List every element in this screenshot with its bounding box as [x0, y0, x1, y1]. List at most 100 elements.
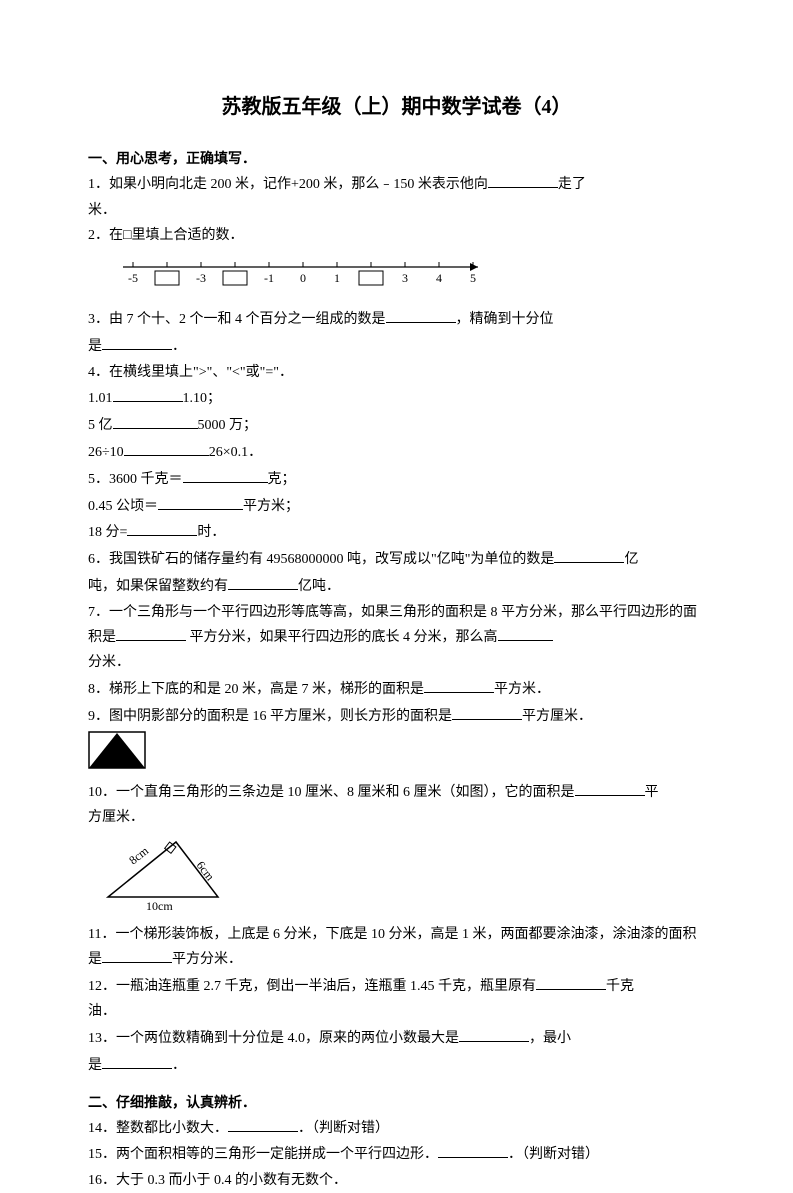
q14: 14．整数都比小数大． ．（判断对错） [88, 1116, 705, 1141]
q12: 12．一瓶油连瓶重 2.7 千克，倒出一半油后，连瓶重 1.45 千克，瓶里原有… [88, 974, 705, 999]
q7-cont: 分米． [88, 651, 705, 675]
q4-l3-a: 26÷10 [88, 445, 124, 460]
q10: 10．一个直角三角形的三条边是 10 厘米、8 厘米和 6 厘米（如图），它的面… [88, 780, 705, 805]
q4-l2-a: 5 亿 [88, 418, 113, 433]
q13-blank2[interactable] [102, 1053, 172, 1069]
q5-l3: 18 分= 时． [88, 520, 705, 545]
q1-text-c: 米． [88, 203, 116, 218]
q1-blank1[interactable] [488, 172, 558, 188]
section2-header: 二、仔细推敲，认真辨析． [88, 1092, 705, 1116]
q13-blank1[interactable] [459, 1026, 529, 1042]
q10-text-c: 方厘米． [88, 810, 144, 825]
q9: 9．图中阴影部分的面积是 16 平方厘米，则长方形的面积是 平方厘米． [88, 704, 705, 729]
q3-blank1[interactable] [386, 307, 456, 323]
q5-text-b: 克； [268, 472, 296, 487]
q5-l3-b: 时． [197, 525, 225, 540]
q7-blank2[interactable] [498, 625, 553, 641]
q10-figure: 8cm 6cm 10cm [98, 832, 705, 921]
q3-blank2[interactable] [102, 334, 172, 350]
q15: 15．两个面积相等的三角形一定能拼成一个平行四边形． ．（判断对错） [88, 1142, 705, 1167]
q10-cont: 方厘米． [88, 806, 705, 830]
q12-text-a: 12．一瓶油连瓶重 2.7 千克，倒出一半油后，连瓶重 1.45 千克，瓶里原有 [88, 979, 536, 994]
q13-text-a: 13．一个两位数精确到十分位是 4.0，原来的两位小数最大是 [88, 1031, 459, 1046]
q13: 13．一个两位数精确到十分位是 4.0，原来的两位小数最大是 ，最小 [88, 1026, 705, 1051]
q8-text-b: 平方米． [494, 682, 550, 697]
q7-text-b: 平方分米，如果平行四边形的底长 4 分米，那么高 [186, 630, 498, 645]
q8-text-a: 8．梯形上下底的和是 20 米，高是 7 米，梯形的面积是 [88, 682, 424, 697]
svg-text:4: 4 [436, 271, 442, 285]
q5-blank1[interactable] [183, 467, 268, 483]
q10-text-b: 平 [645, 785, 659, 800]
q7-text-c: 分米． [88, 655, 130, 670]
q6-blank1[interactable] [554, 547, 624, 563]
q4: 4．在横线里填上">"、"<"或"="． [88, 361, 705, 385]
q6-blank2[interactable] [228, 574, 298, 590]
q9-text-a: 9．图中阴影部分的面积是 16 平方厘米，则长方形的面积是 [88, 709, 452, 724]
q3-text-d: ． [172, 339, 186, 354]
svg-text:0: 0 [300, 271, 306, 285]
q5: 5．3600 千克＝ 克； [88, 467, 705, 492]
q1-text-a: 1．如果小明向北走 200 米，记作+200 米，那么﹣150 米表示他向 [88, 177, 488, 192]
q4-l2-blank[interactable] [113, 413, 198, 429]
number-line: -5 -3 -1 0 1 3 4 5 [118, 252, 705, 301]
q4-l3-blank[interactable] [124, 440, 209, 456]
svg-text:-1: -1 [264, 271, 274, 285]
q5-l3-a: 18 分= [88, 525, 127, 540]
q14-text-a: 14．整数都比小数大． [88, 1121, 228, 1136]
q12-text-c: 油． [88, 1004, 116, 1019]
svg-text:6cm: 6cm [194, 859, 218, 884]
q8-blank[interactable] [424, 677, 494, 693]
q9-text-b: 平方厘米． [522, 709, 592, 724]
q6-text-b: 亿 [624, 552, 638, 567]
q15-text-a: 15．两个面积相等的三角形一定能拼成一个平行四边形． [88, 1147, 438, 1162]
svg-text:8cm: 8cm [126, 843, 151, 867]
q5-l2-a: 0.45 公顷＝ [88, 499, 158, 514]
q5-text-a: 5．3600 千克＝ [88, 472, 183, 487]
q12-blank[interactable] [536, 974, 606, 990]
q6-text-c: 吨，如果保留整数约有 [88, 579, 228, 594]
q4-l1-blank[interactable] [113, 386, 183, 402]
q9-figure [88, 731, 705, 778]
q6-text-a: 6．我国铁矿石的储存量约有 49568000000 吨，改写成以"亿吨"为单位的… [88, 552, 554, 567]
q1-text-b: 走了 [558, 177, 586, 192]
svg-text:10cm: 10cm [146, 899, 173, 912]
q4-l1-b: 1.10； [183, 391, 222, 406]
svg-text:5: 5 [470, 271, 476, 285]
q16: 16．大于 0.3 而小于 0.4 的小数有无数个． [88, 1169, 705, 1193]
q5-l2: 0.45 公顷＝ 平方米； [88, 494, 705, 519]
q5-l2-b: 平方米； [243, 499, 299, 514]
q3-text-a: 3．由 7 个十、2 个一和 4 个百分之一组成的数是 [88, 312, 386, 327]
svg-text:1: 1 [334, 271, 340, 285]
q10-text-a: 10．一个直角三角形的三条边是 10 厘米、8 厘米和 6 厘米（如图），它的面… [88, 785, 575, 800]
q11: 11．一个梯形装饰板，上底是 6 分米，下底是 10 分米，高是 1 米，两面都… [88, 923, 705, 972]
q8: 8．梯形上下底的和是 20 米，高是 7 米，梯形的面积是 平方米． [88, 677, 705, 702]
q9-blank[interactable] [452, 704, 522, 720]
q10-blank[interactable] [575, 780, 645, 796]
q4-l2: 5 亿5000 万； [88, 413, 705, 438]
q15-text-b: ．（判断对错） [508, 1147, 599, 1162]
q5-blank2[interactable] [158, 494, 243, 510]
q15-blank[interactable] [438, 1142, 508, 1158]
q7: 7．一个三角形与一个平行四边形等底等高，如果三角形的面积是 8 平方分米，那么平… [88, 601, 705, 650]
svg-text:-5: -5 [128, 271, 138, 285]
q12-text-b: 千克 [606, 979, 634, 994]
q13-text-c: 是 [88, 1058, 102, 1073]
q3: 3．由 7 个十、2 个一和 4 个百分之一组成的数是 ，精确到十分位 [88, 307, 705, 332]
q7-blank1[interactable] [116, 625, 186, 641]
q13-text-b: ，最小 [529, 1031, 571, 1046]
q11-text-b: 平方分米． [172, 952, 242, 967]
q3-text-b: ，精确到十分位 [456, 312, 554, 327]
q4-l3-b: 26×0.1． [209, 445, 262, 460]
q13-cont: 是． [88, 1053, 705, 1078]
q6: 6．我国铁矿石的储存量约有 49568000000 吨，改写成以"亿吨"为单位的… [88, 547, 705, 572]
q14-blank[interactable] [228, 1116, 298, 1132]
q1: 1．如果小明向北走 200 米，记作+200 米，那么﹣150 米表示他向 走了 [88, 172, 705, 197]
q13-text-d: ． [172, 1058, 186, 1073]
q5-blank3[interactable] [127, 520, 197, 536]
q14-text-b: ．（判断对错） [298, 1121, 389, 1136]
q11-blank[interactable] [102, 947, 172, 963]
q6-text-d: 亿吨． [298, 579, 340, 594]
q4-l1-a: 1.01 [88, 391, 113, 406]
svg-text:3: 3 [402, 271, 408, 285]
q12-cont: 油． [88, 1000, 705, 1024]
